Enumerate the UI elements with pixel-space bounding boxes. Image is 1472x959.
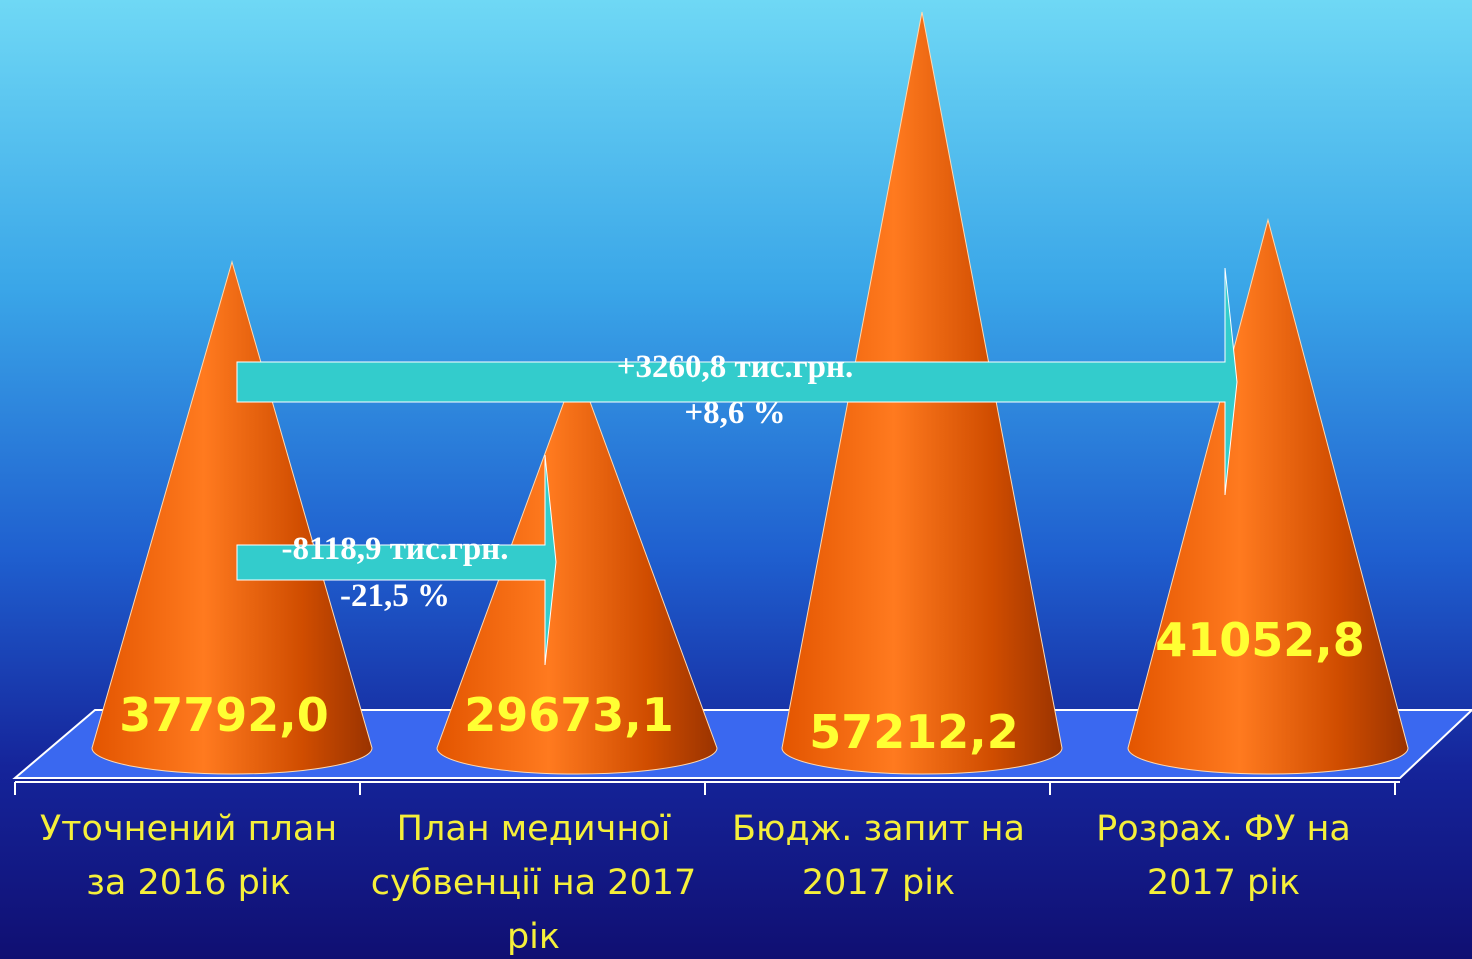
x-tick-label: План медичної субвенції на 2017 рік — [370, 809, 697, 957]
arrows — [236, 267, 1238, 666]
annotation: -21,5 % — [340, 578, 450, 614]
x-tick-label: Розрах. ФУ на 2017 рік — [1096, 809, 1351, 903]
x-tick-label: Бюдж. запит на 2017 рік — [732, 809, 1025, 903]
arrow — [236, 454, 557, 666]
cone — [91, 260, 373, 775]
cone — [1127, 217, 1409, 775]
value-label: 37792,0 — [119, 688, 329, 742]
x-tick-label: Уточнений план за 2016 рік — [39, 809, 338, 903]
annotation: +8,6 % — [684, 395, 785, 431]
value-label: 29673,1 — [464, 688, 674, 742]
value-label: 57212,2 — [809, 705, 1019, 759]
annotation: -8118,9 тис.грн. — [282, 531, 509, 567]
value-label: 41052,8 — [1155, 613, 1365, 667]
annotation: +3260,8 тис.грн. — [617, 349, 854, 385]
cone — [436, 364, 718, 775]
arrow — [236, 267, 1238, 496]
